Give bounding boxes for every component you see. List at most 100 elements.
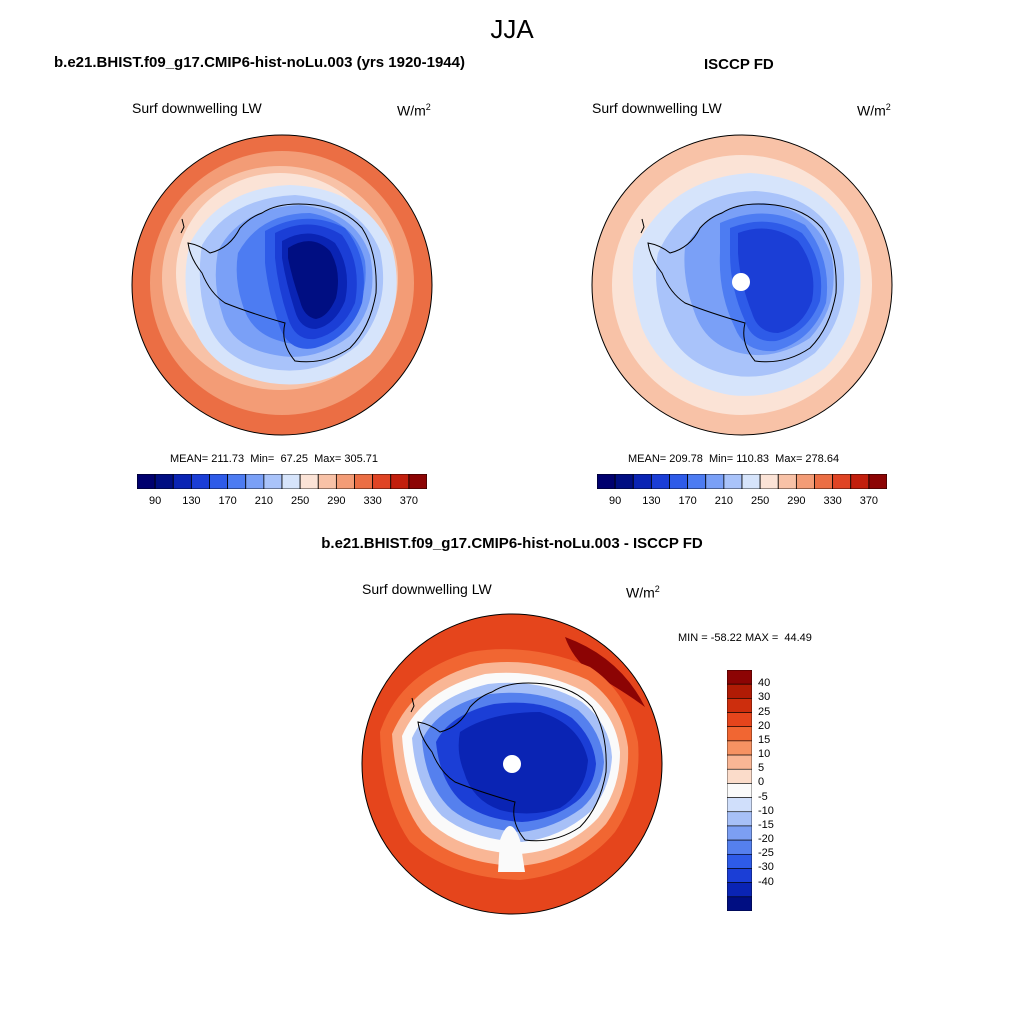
colorbar-swatch: [832, 474, 852, 489]
colorbar-tick-label: 40: [758, 677, 771, 690]
model-stats: MEAN= 211.73 Min= 67.25 Max= 305.71: [170, 453, 379, 465]
main-title: JJA: [490, 14, 534, 44]
colorbar-tick-label: 370: [399, 495, 419, 507]
colorbar-swatch: [727, 712, 752, 728]
colorbar-tick-label: 250: [290, 495, 310, 507]
colorbar-swatch: [850, 474, 870, 489]
diff-polar-map: [361, 613, 663, 915]
obs-variable-label: Surf downwelling LW: [592, 100, 722, 116]
colorbar-tick-label: 20: [758, 719, 771, 732]
obs-polar-map: [591, 134, 893, 436]
colorbar-tick-label: 130: [642, 495, 661, 507]
colorbar-swatch: [227, 474, 247, 489]
colorbar-tick-label: -10: [758, 804, 774, 817]
obs-stats: MEAN= 209.78 Min= 110.83 Max= 278.64: [628, 453, 840, 465]
colorbar-tick-label: 210: [714, 495, 734, 507]
colorbar-tick-label: 130: [182, 495, 201, 507]
colorbar-tick-label: 90: [149, 495, 162, 507]
model-colorbar: [137, 474, 427, 489]
colorbar-tick-label: -5: [758, 790, 768, 803]
colorbar-swatch: [727, 740, 752, 756]
model-polar-map: [131, 134, 433, 436]
colorbar-swatch: [777, 474, 797, 489]
colorbar-tick-label: 170: [678, 495, 697, 507]
colorbar-swatch: [669, 474, 689, 489]
obs-colorbar: [597, 474, 887, 489]
colorbar-swatch: [245, 474, 265, 489]
colorbar-swatch: [172, 474, 192, 489]
colorbar-tick-label: 290: [327, 495, 346, 507]
colorbar-swatch: [727, 839, 752, 855]
colorbar-swatch: [727, 726, 752, 742]
colorbar-tick-label: 370: [859, 495, 879, 507]
colorbar-tick-label: -40: [758, 875, 774, 888]
colorbar-swatch: [727, 811, 752, 827]
colorbar-tick-label: 210: [254, 495, 274, 507]
colorbar-tick-label: 0: [758, 776, 765, 789]
obs-panel-title: ISCCP FD: [704, 56, 774, 73]
colorbar-swatch: [408, 474, 427, 489]
colorbar-swatch: [795, 474, 815, 489]
colorbar-swatch: [727, 683, 752, 699]
diff-colorbar-labels: 40 30 25 20 15 10 5 0 -5 -10 -15 -20 -25 -30 -40: [758, 670, 798, 911]
colorbar-tick-label: 5: [758, 762, 765, 775]
colorbar-swatch: [727, 783, 752, 798]
colorbar-swatch: [687, 474, 707, 489]
colorbar-swatch: [759, 474, 779, 489]
colorbar-swatch: [317, 474, 337, 489]
diff-colorbar: [727, 670, 752, 911]
colorbar-tick-label: 10: [758, 748, 771, 761]
colorbar-swatch: [705, 474, 725, 489]
colorbar-swatch: [632, 474, 652, 489]
colorbar-swatch: [354, 474, 374, 489]
colorbar-tick-label: 170: [218, 495, 237, 507]
diff-panel-title: b.e21.BHIST.f09_g17.CMIP6-hist-noLu.003 …: [321, 535, 703, 552]
colorbar-swatch: [727, 797, 752, 813]
model-colorbar-labels: 90 130 170 210 250 290 330 370: [137, 495, 427, 509]
colorbar-swatch: [727, 670, 752, 685]
colorbar-swatch: [650, 474, 670, 489]
colorbar-swatch: [727, 882, 752, 898]
colorbar-tick-label: 90: [609, 495, 622, 507]
diff-units-label: W/m2: [626, 584, 660, 601]
colorbar-tick-label: 25: [758, 705, 771, 718]
model-variable-label: Surf downwelling LW: [132, 100, 262, 116]
colorbar-swatch: [335, 474, 355, 489]
obs-units-label: W/m2: [857, 102, 891, 119]
colorbar-swatch: [727, 768, 752, 784]
colorbar-swatch: [597, 474, 616, 489]
colorbar-swatch: [727, 825, 752, 841]
obs-colorbar-labels: 90 130 170 210 250 290 330 370: [597, 495, 887, 509]
colorbar-swatch: [868, 474, 887, 489]
colorbar-swatch: [727, 754, 752, 770]
colorbar-swatch: [727, 853, 752, 869]
colorbar-swatch: [209, 474, 229, 489]
colorbar-swatch: [263, 474, 283, 489]
model-panel-title: b.e21.BHIST.f09_g17.CMIP6-hist-noLu.003 …: [54, 54, 465, 71]
diff-variable-label: Surf downwelling LW: [362, 581, 492, 597]
colorbar-tick-label: 250: [750, 495, 770, 507]
colorbar-swatch: [614, 474, 634, 489]
colorbar-swatch: [281, 474, 301, 489]
colorbar-tick-label: 30: [758, 691, 771, 704]
colorbar-swatch: [137, 474, 156, 489]
colorbar-tick-label: 290: [787, 495, 806, 507]
colorbar-swatch: [299, 474, 319, 489]
colorbar-tick-label: -30: [758, 861, 774, 874]
colorbar-swatch: [741, 474, 761, 489]
colorbar-tick-label: 330: [363, 495, 382, 507]
colorbar-tick-label: 15: [758, 733, 771, 746]
colorbar-swatch: [727, 896, 752, 911]
colorbar-swatch: [727, 868, 752, 883]
colorbar-tick-label: -20: [758, 833, 774, 846]
colorbar-swatch: [190, 474, 210, 489]
colorbar-tick-label: -15: [758, 818, 774, 831]
model-units-label: W/m2: [397, 102, 431, 119]
colorbar-swatch: [727, 698, 752, 713]
colorbar-swatch: [723, 474, 743, 489]
colorbar-swatch: [372, 474, 392, 489]
diff-stats: MIN = -58.22 MAX = 44.49: [678, 632, 812, 644]
colorbar-tick-label: 330: [823, 495, 842, 507]
colorbar-swatch: [154, 474, 174, 489]
colorbar-tick-label: -25: [758, 847, 774, 860]
